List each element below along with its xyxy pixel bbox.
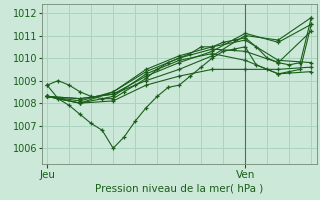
X-axis label: Pression niveau de la mer( hPa ): Pression niveau de la mer( hPa ) bbox=[95, 184, 263, 194]
